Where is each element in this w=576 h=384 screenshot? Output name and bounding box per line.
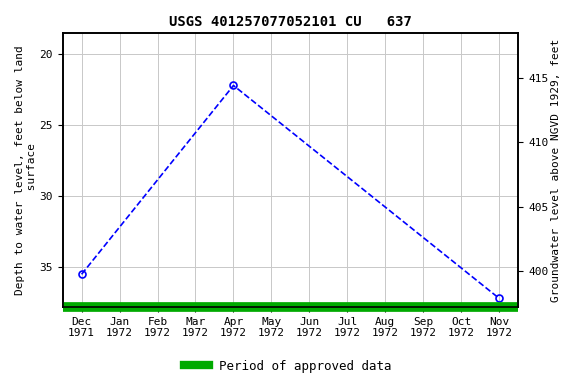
Legend: Period of approved data: Period of approved data bbox=[179, 355, 397, 378]
Title: USGS 401257077052101 CU   637: USGS 401257077052101 CU 637 bbox=[169, 15, 412, 29]
Y-axis label: Groundwater level above NGVD 1929, feet: Groundwater level above NGVD 1929, feet bbox=[551, 38, 561, 301]
Y-axis label: Depth to water level, feet below land
 surface: Depth to water level, feet below land su… bbox=[15, 45, 37, 295]
